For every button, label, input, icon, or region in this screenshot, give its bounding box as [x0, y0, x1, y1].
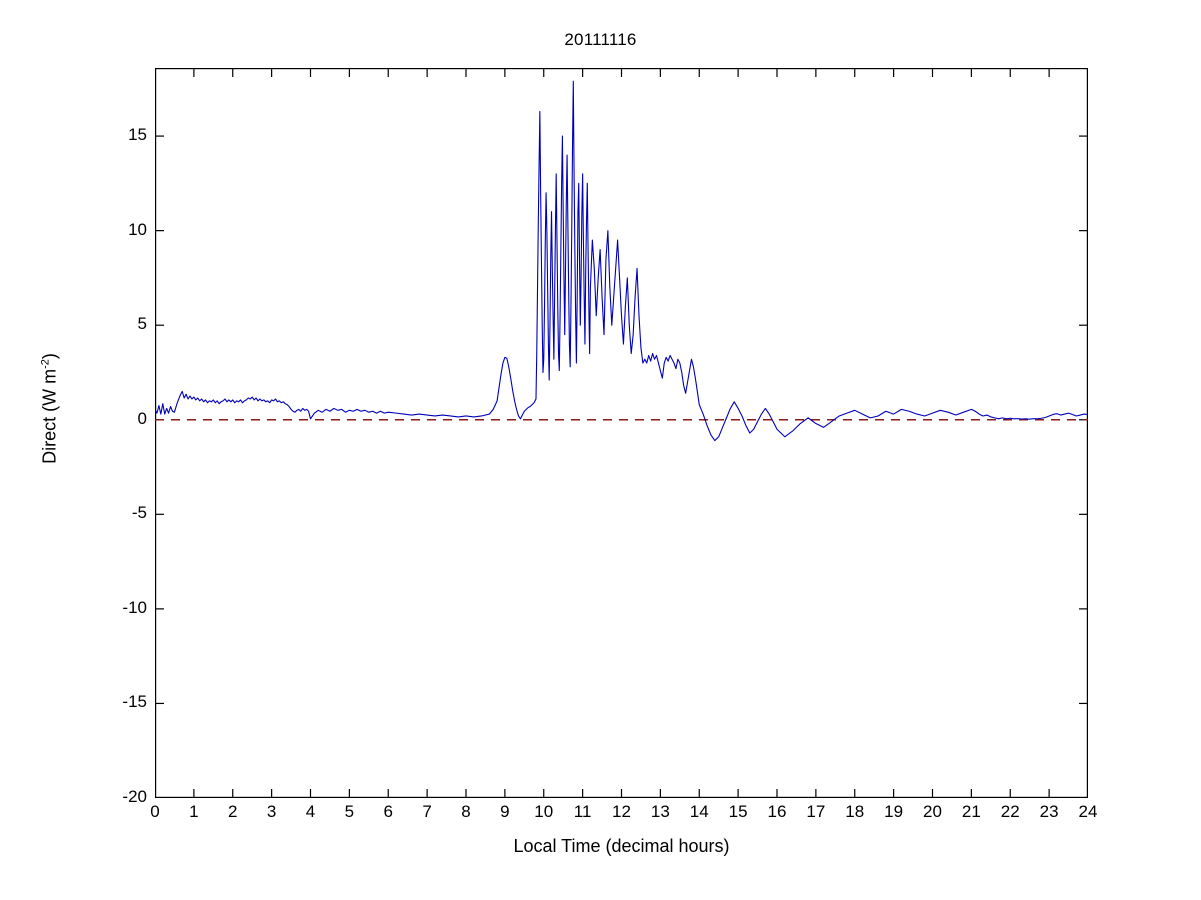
- axis-ticks: [155, 68, 1088, 798]
- y-tick-label: -20: [122, 787, 147, 806]
- x-tick-label: 1: [189, 802, 199, 821]
- x-tick-label: 5: [344, 802, 355, 821]
- plot-frame: [155, 68, 1088, 798]
- y-tick-label: 15: [128, 125, 147, 145]
- x-tick-label: 15: [728, 802, 748, 821]
- x-axis-tick-labels: 0 1 2 3 4 5 6 7 8 9 10 11 12 13 14 15 16 17 18 19 20 21 22 23 24: [150, 802, 1097, 830]
- x-tick-label: 4: [305, 802, 316, 821]
- y-tick-label: 10: [128, 219, 147, 239]
- chart-title: 20111116: [564, 30, 637, 49]
- x-axis-label: Local Time (decimal hours): [513, 836, 730, 856]
- plot-svg: [155, 68, 1088, 798]
- x-tick-label: 24: [1078, 802, 1098, 821]
- data-series-direct: [155, 80, 1088, 442]
- x-tick-label: 0: [150, 802, 160, 821]
- y-tick-label: -15: [122, 692, 147, 712]
- y-axis-label: Direct (W m-2): [40, 299, 61, 519]
- x-tick-label: 16: [767, 802, 787, 821]
- x-tick-label: 6: [383, 802, 393, 821]
- x-tick-label: 20: [923, 802, 942, 821]
- y-tick-label: -10: [122, 597, 147, 617]
- x-tick-label: 11: [573, 802, 592, 821]
- x-tick-label: 14: [689, 802, 709, 821]
- y-axis-label-text: Direct (W m: [39, 368, 60, 464]
- x-tick-label: 12: [612, 802, 631, 821]
- x-tick-label: 7: [422, 802, 432, 821]
- x-tick-label: 2: [228, 802, 238, 821]
- y-tick-label: -5: [131, 503, 147, 523]
- x-tick-label: 18: [845, 802, 865, 821]
- x-tick-label: 22: [1000, 802, 1020, 821]
- y-tick-label: 5: [137, 314, 147, 334]
- y-tick-label: 0: [137, 408, 147, 428]
- x-tick-label: 19: [884, 802, 904, 821]
- x-tick-label: 21: [961, 802, 981, 821]
- x-tick-label: 23: [1039, 802, 1059, 821]
- x-tick-label: 17: [806, 802, 826, 821]
- y-axis-label-exponent: -2: [39, 359, 52, 369]
- x-tick-label: 9: [500, 802, 510, 821]
- x-tick-label: 10: [534, 802, 554, 821]
- x-tick-label: 8: [461, 802, 471, 821]
- y-axis-label-tail: ): [39, 353, 60, 360]
- x-tick-label: 13: [650, 802, 670, 821]
- x-tick-label: 3: [266, 802, 277, 821]
- plot-area: [155, 68, 1088, 798]
- y-axis-tick-labels: -20 -15 -10 -5 0 5 10 15: [95, 68, 147, 806]
